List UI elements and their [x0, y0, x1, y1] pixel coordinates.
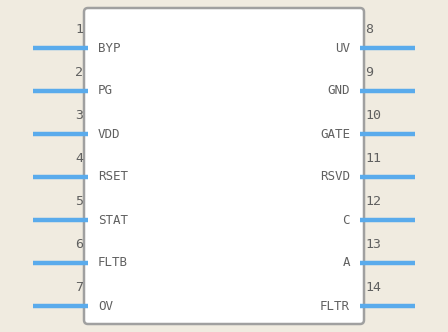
Text: A: A	[343, 257, 350, 270]
Text: 13: 13	[365, 238, 381, 251]
Text: 6: 6	[75, 238, 83, 251]
Text: OV: OV	[98, 299, 113, 312]
Text: 14: 14	[365, 281, 381, 294]
Text: 9: 9	[365, 66, 373, 79]
Text: 2: 2	[75, 66, 83, 79]
FancyBboxPatch shape	[84, 8, 364, 324]
Text: RSET: RSET	[98, 171, 128, 184]
Text: BYP: BYP	[98, 42, 121, 54]
Text: 8: 8	[365, 23, 373, 36]
Text: VDD: VDD	[98, 127, 121, 140]
Text: 3: 3	[75, 109, 83, 122]
Text: RSVD: RSVD	[320, 171, 350, 184]
Text: PG: PG	[98, 85, 113, 98]
Text: 12: 12	[365, 195, 381, 208]
Text: 7: 7	[75, 281, 83, 294]
Text: 4: 4	[75, 152, 83, 165]
Text: 10: 10	[365, 109, 381, 122]
Text: 1: 1	[75, 23, 83, 36]
Text: FLTB: FLTB	[98, 257, 128, 270]
Text: FLTR: FLTR	[320, 299, 350, 312]
Text: STAT: STAT	[98, 213, 128, 226]
Text: 5: 5	[75, 195, 83, 208]
Text: GATE: GATE	[320, 127, 350, 140]
Text: GND: GND	[327, 85, 350, 98]
Text: UV: UV	[335, 42, 350, 54]
Text: C: C	[343, 213, 350, 226]
Text: 11: 11	[365, 152, 381, 165]
